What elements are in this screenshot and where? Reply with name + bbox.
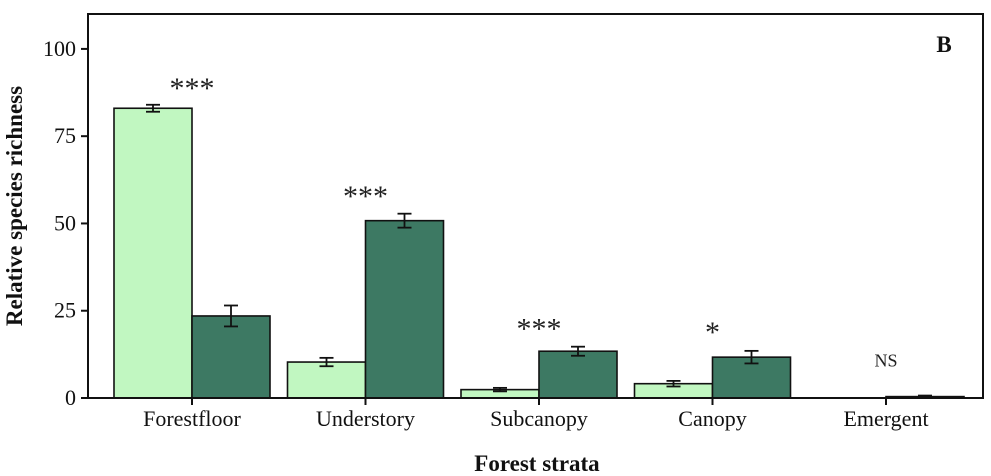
y-tick-label-1: 25 (54, 298, 76, 323)
y-tick-label-4: 100 (43, 36, 76, 61)
bar-0-1 (191, 315, 271, 399)
significance-label-4: NS (874, 351, 897, 371)
y-tick-label-2: 50 (54, 210, 76, 235)
error-bar-2-1 (571, 345, 585, 357)
significance-label-3: * (705, 316, 720, 349)
error-bar-3-1 (744, 349, 759, 365)
axis-ticks: 0 25 50 75 100 Forestfloor Understory Subcanopy… (43, 36, 929, 431)
error-bar-3-0 (666, 379, 681, 388)
x-tick-label-0: Forestfloor (143, 406, 241, 431)
y-tick-label-3: 75 (54, 123, 76, 148)
x-tick-label-3: Canopy (678, 406, 746, 431)
plot-frame (87, 13, 984, 399)
x-tick-label-2: Subcanopy (490, 406, 588, 431)
error-bar-0-0 (146, 103, 160, 113)
bar-1-0 (286, 361, 367, 399)
chart-marks: ********* *NS (113, 72, 965, 399)
significance-label-0: *** (170, 72, 215, 105)
panel-label: B (936, 32, 951, 57)
bar-1-1 (364, 219, 445, 399)
error-bar-1-0 (319, 356, 334, 368)
y-tick-label-0: 0 (65, 385, 76, 410)
significance-label-1: *** (343, 180, 388, 213)
bar-2-1 (538, 350, 618, 399)
bar-0-0 (113, 107, 193, 399)
x-axis-title: Forest strata (474, 451, 600, 476)
x-tick-label-1: Understory (316, 406, 415, 431)
significance-label-2: *** (517, 313, 562, 346)
error-bar-2-0 (493, 386, 507, 393)
y-axis-title: Relative species richness (2, 86, 27, 326)
error-bar-1-1 (397, 212, 412, 229)
error-bar-0-1 (224, 304, 238, 328)
x-tick-label-4: Emergent (843, 406, 928, 431)
